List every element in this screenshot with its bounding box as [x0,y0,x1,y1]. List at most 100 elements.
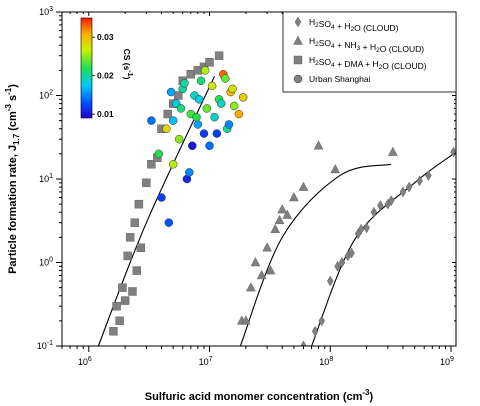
data-point-diamond [425,170,432,181]
data-point-triangle [262,242,272,252]
data-point-circle [176,104,186,113]
data-point-square [120,296,130,305]
legend-marker-diamond [294,16,302,28]
data-point-circle [162,124,171,133]
fit-curve [311,153,454,346]
data-point-square [118,283,127,292]
data-point-circle [200,66,210,75]
data-point-diamond [363,222,370,234]
legend: H2SO4 + H2O (CLOUD) H2SO4 + NH3 + H2O (CL… [282,11,457,93]
data-point-square [205,58,214,67]
data-point-triangle [388,146,398,156]
data-point-circle [207,81,217,91]
legend-marker-triangle [293,35,303,45]
legend-label: H2SO4 + NH3 + H2O (CLOUD) [309,36,424,54]
data-point-triangle [265,265,276,275]
data-point-circle [199,129,209,138]
data-point-circle [157,193,166,202]
data-point-circle [164,218,174,227]
data-point-circle [212,129,222,138]
data-point-diamond [399,186,407,198]
y-tick-label: 10-1 [37,340,53,351]
data-point-square [125,233,135,242]
data-point-circle [168,160,178,169]
data-point-circle [188,141,197,151]
colorbar-tick-label: 0.03 [97,32,114,42]
data-point-triangle [250,257,261,267]
data-point-circle [229,101,239,111]
data-point-circle [193,120,203,129]
data-point-square [214,51,224,60]
data-point-circle [221,74,230,83]
data-point-square [128,287,137,296]
data-point-triangle [289,192,299,202]
y-tick-label: 100 [39,257,53,268]
data-point-triangle [313,140,324,150]
data-point-circle [154,149,164,159]
data-point-circle [202,104,212,113]
data-point-circle [238,93,248,102]
x-tick-label: 108 [319,356,333,367]
data-point-triangle [274,214,285,225]
data-point-circle [194,95,204,104]
data-point-diamond [348,247,355,259]
x-tick-label: 107 [199,356,213,367]
data-point-diamond [416,175,423,187]
legend-box [282,11,457,93]
data-point-circle [185,168,194,177]
data-point-circle [234,109,244,119]
data-point-triangle [277,204,288,214]
data-point-diamond [300,340,307,346]
data-point-diamond [388,195,395,207]
fit-curve [97,76,216,346]
data-point-triangle [241,315,251,325]
y-tick-label: 102 [39,90,53,101]
data-point-square [115,316,124,326]
data-point-square [147,160,156,169]
legend-label: Urban Shanghai [309,74,371,84]
data-point-triangle [246,282,256,292]
colorbar-tick-label: 0.02 [97,71,114,81]
data-point-diamond [377,200,384,212]
colorbar-tick-label: 0.01 [97,109,114,119]
data-point-square [136,243,146,252]
data-point-circle [174,134,184,144]
data-point-triangle [298,181,309,191]
data-point-diamond [327,275,334,287]
data-point-circle [228,84,237,94]
data-point-circle [192,112,201,122]
data-point-square [109,327,118,336]
data-point-square [123,251,132,261]
data-point-triangle [256,270,267,280]
data-point-circle [168,116,178,125]
data-point-diamond [357,223,365,235]
legend-marker-square [293,55,303,65]
data-point-square [142,178,151,188]
y-tick-label: 103 [39,6,53,17]
x-axis-title: Sulfuric acid monomer concentration (cm-… [145,388,374,403]
data-point-diamond [405,181,413,193]
data-point-square [112,301,121,311]
data-point-circle [166,87,176,97]
y-tick-label: 101 [39,173,53,184]
data-point-circle [205,141,214,151]
data-point-circle [147,116,156,125]
data-points [109,51,456,346]
data-point-square [130,218,139,227]
colorbar: 0.01 0.02 0.03 CS (s-1) [80,17,133,119]
colorbar-gradient [80,17,93,119]
legend-marker-circle [293,74,303,84]
data-point-circle [216,99,226,108]
legend-label: H2SO4 + DMA + H2O (CLOUD) [309,55,427,71]
data-point-diamond [311,325,319,337]
data-point-circle [224,120,234,129]
data-point-circle [196,76,206,86]
data-point-diamond [338,257,346,268]
data-point-triangle [330,164,341,174]
x-tick-label: 106 [78,356,92,367]
data-point-triangle [270,223,281,233]
legend-label: H2SO4 + H2O (CLOUD) [309,17,399,33]
colorbar-label: CS (s-1) [122,49,133,80]
data-point-diamond [370,206,378,218]
